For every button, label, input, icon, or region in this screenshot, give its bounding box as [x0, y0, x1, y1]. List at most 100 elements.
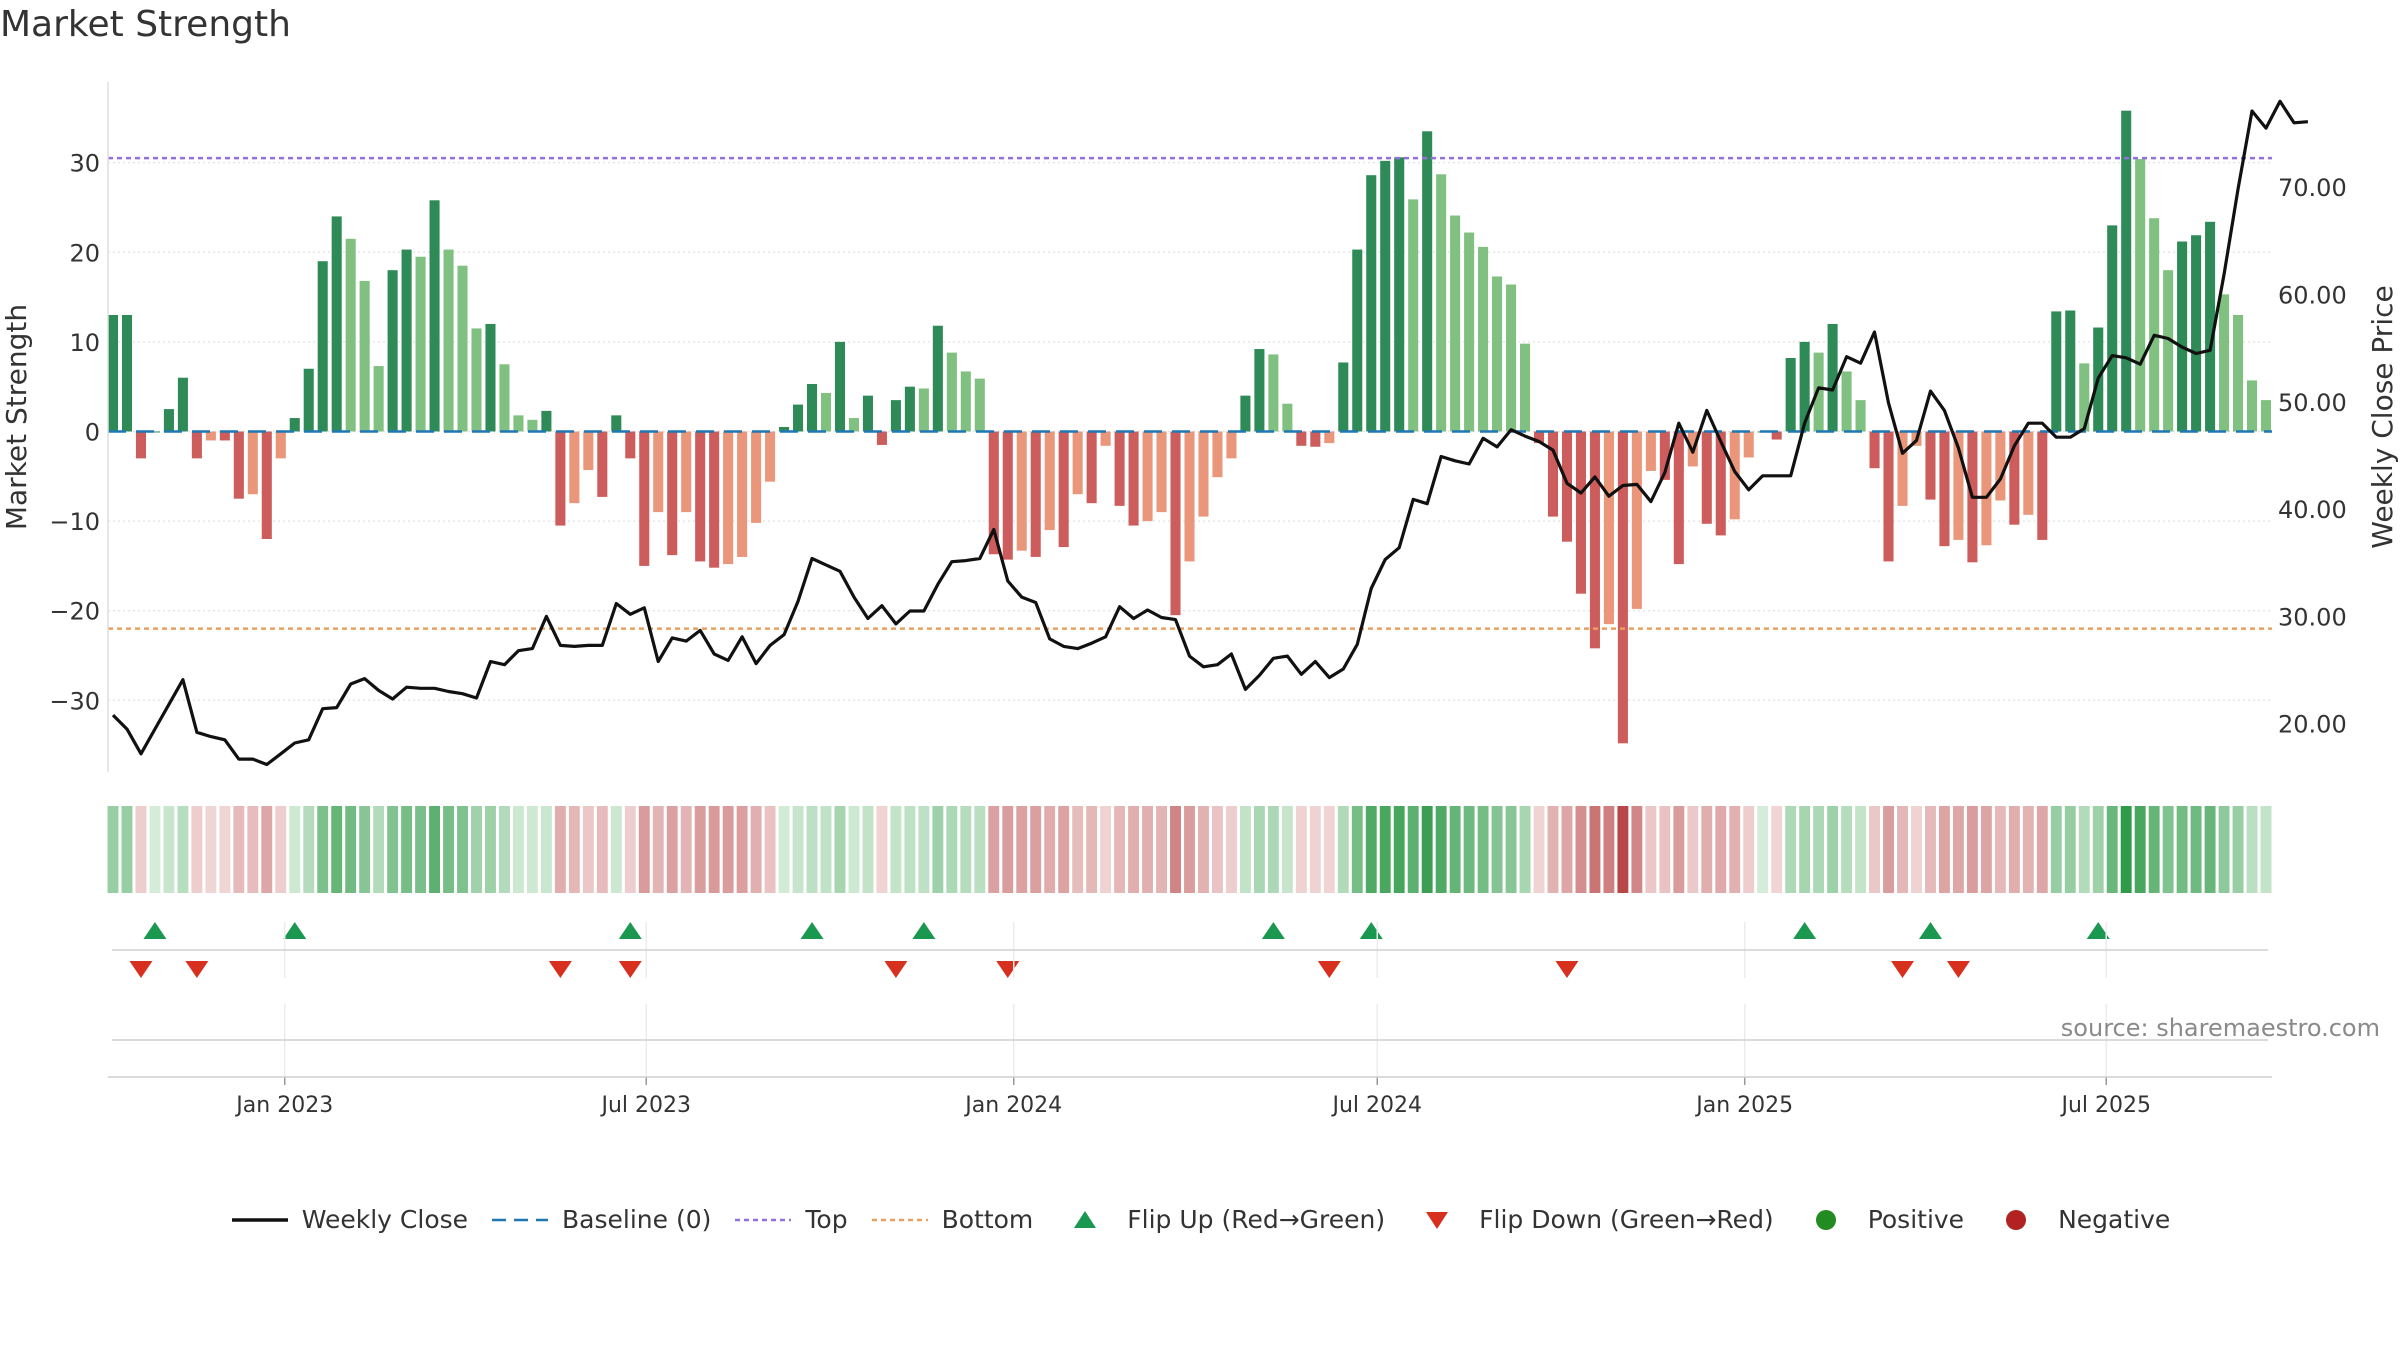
strength-bar: [1282, 403, 1293, 432]
heat-cell: [1841, 806, 1853, 893]
strength-bar: [765, 431, 776, 482]
strength-bar: [946, 352, 957, 432]
strength-bar: [569, 431, 580, 504]
legend-marker: [1426, 1211, 1449, 1229]
strength-bar: [862, 395, 873, 432]
strength-bar: [960, 371, 971, 432]
heat-cell: [750, 806, 762, 893]
strength-bar: [1575, 431, 1586, 594]
heat-cell: [652, 806, 664, 893]
strength-bar: [1352, 249, 1363, 432]
strength-bar: [1338, 362, 1349, 432]
strength-bar: [2191, 235, 2202, 432]
heat-cell: [1617, 806, 1629, 893]
heat-cell: [988, 806, 1000, 893]
heat-cell: [1980, 806, 1992, 893]
heat-cell: [722, 806, 734, 893]
strength-bar: [1030, 431, 1041, 557]
strength-bar: [2065, 310, 2076, 432]
heat-cell: [331, 806, 343, 893]
strength-bar: [303, 368, 314, 432]
heat-cell: [526, 806, 538, 893]
heat-cell: [848, 806, 860, 893]
legend-label: Flip Down (Green→Red): [1479, 1205, 1774, 1234]
strength-bar: [1450, 215, 1461, 432]
x-tick-label: Jul 2023: [599, 1093, 691, 1118]
strength-bar: [373, 366, 384, 432]
strength-bar: [1673, 431, 1684, 565]
heat-cell: [1477, 806, 1489, 893]
strength-bar: [149, 431, 160, 433]
heat-cell: [233, 806, 245, 893]
strength-bar: [331, 216, 342, 432]
strength-bar: [1408, 199, 1419, 432]
heat-cell: [1561, 806, 1573, 893]
strength-bar: [988, 431, 999, 555]
right-tick-label: 40.00: [2278, 496, 2347, 524]
strength-bar: [1324, 431, 1335, 444]
heat-cell: [499, 806, 510, 893]
legend-label: Bottom: [941, 1205, 1034, 1234]
heat-cell: [1212, 806, 1223, 893]
strength-bar: [1072, 431, 1083, 495]
heat-cell: [512, 806, 524, 893]
strength-bar: [177, 377, 188, 432]
strength-bar: [1212, 431, 1223, 478]
flip-down-marker: [548, 961, 572, 978]
heat-cell: [1142, 806, 1154, 893]
strength-bar: [639, 431, 650, 566]
heat-cell: [666, 806, 678, 893]
strength-bar: [1044, 431, 1055, 531]
strength-bar: [597, 431, 608, 497]
x-tick-label: Jan 2023: [234, 1093, 333, 1118]
heat-cell: [736, 806, 748, 893]
strength-bar: [275, 431, 286, 459]
heat-cell: [1715, 806, 1727, 893]
flip-down-marker: [129, 961, 153, 978]
strength-bar: [779, 427, 790, 432]
heat-cell: [1883, 806, 1894, 893]
heat-cell: [2190, 806, 2202, 893]
source-note: source: sharemaestro.com: [2060, 1014, 2380, 1042]
flip-down-marker: [1555, 961, 1579, 978]
heat-cell: [2204, 806, 2216, 893]
strength-bar: [918, 388, 929, 432]
heat-cell: [149, 806, 161, 893]
left-tick-label: 30: [69, 150, 100, 178]
right-tick-label: 30.00: [2278, 603, 2347, 631]
strength-bar: [1478, 246, 1489, 432]
heat-cell: [554, 806, 566, 893]
heat-cell: [1295, 806, 1307, 893]
heat-cell: [1184, 806, 1195, 893]
strength-bar: [1128, 431, 1139, 526]
strength-bar: [289, 418, 300, 432]
flip-up-marker: [618, 922, 642, 939]
heat-cell: [1547, 806, 1559, 893]
strength-bar: [415, 256, 426, 432]
heat-cell: [582, 806, 594, 893]
strength-bar: [1785, 358, 1796, 432]
strength-bar: [1198, 431, 1209, 517]
heat-cell: [1114, 806, 1126, 893]
strength-bar: [1855, 400, 1866, 432]
legend-label: Top: [805, 1205, 848, 1234]
heat-cell: [1631, 806, 1643, 893]
heat-cell: [1030, 806, 1042, 893]
heat-cell: [820, 806, 832, 893]
heat-cell: [401, 806, 413, 893]
heat-cell: [177, 806, 189, 893]
heat-cell: [1267, 806, 1279, 893]
heat-cell: [107, 806, 119, 893]
heat-cell: [540, 806, 552, 893]
strength-bar: [890, 400, 901, 432]
legend-label: Weekly Close: [301, 1205, 469, 1234]
legend-item-weekly-close: Weekly Close: [230, 1205, 468, 1234]
left-tick-label: 10: [69, 329, 100, 357]
strength-bar: [723, 431, 734, 565]
heat-cell: [2064, 806, 2076, 893]
heat-cell: [1966, 806, 1978, 893]
heat-cell: [1198, 806, 1209, 893]
strength-bar: [359, 280, 370, 432]
left-tick-label: −10: [49, 508, 100, 536]
